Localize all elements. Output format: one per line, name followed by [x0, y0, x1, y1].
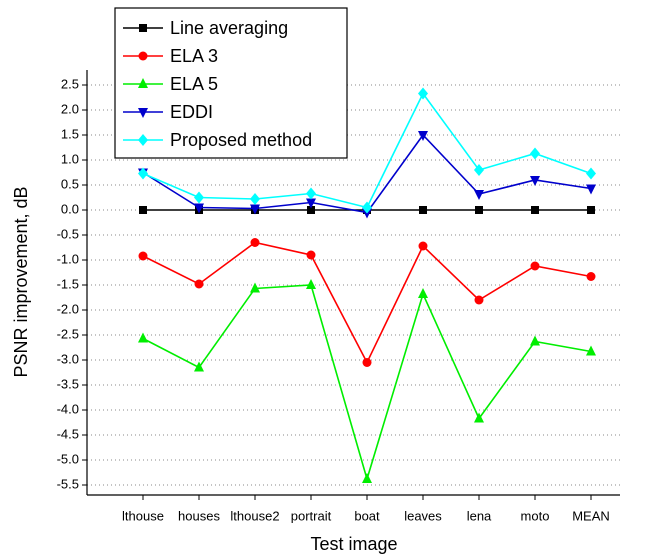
data-point [418, 288, 428, 298]
y-tick-label: -5.0 [57, 451, 79, 466]
data-point [138, 167, 148, 180]
legend-label: Line averaging [170, 18, 288, 38]
data-point [474, 295, 484, 305]
legend-label: Proposed method [170, 130, 312, 150]
data-point [530, 176, 540, 186]
y-tick-label: 0.0 [61, 201, 79, 216]
y-tick-label: -2.0 [57, 301, 79, 316]
y-tick-label: 1.0 [61, 151, 79, 166]
data-point [530, 261, 540, 271]
data-point [250, 204, 260, 215]
data-point [307, 206, 315, 214]
x-tick-label: MEAN [572, 508, 610, 523]
legend-marker [138, 134, 148, 146]
data-point [586, 345, 596, 356]
data-point [530, 147, 540, 160]
data-point [474, 164, 484, 176]
y-tick-label: -3.5 [57, 376, 79, 391]
y-tick-label: -0.5 [57, 226, 79, 241]
data-point [194, 279, 204, 289]
data-point [362, 473, 372, 483]
data-point [586, 184, 596, 195]
y-tick-label: -4.5 [57, 426, 79, 441]
x-tick-label: lthouse2 [230, 508, 279, 523]
y-tick-label: -1.5 [57, 276, 79, 291]
data-point [362, 358, 372, 367]
data-point [586, 167, 596, 180]
y-tick-label: -3.0 [57, 351, 79, 366]
data-point [250, 282, 260, 293]
data-point [362, 201, 372, 214]
legend-marker [139, 24, 147, 32]
x-tick-label: boat [354, 508, 380, 523]
legend-marker [138, 78, 148, 88]
data-point [138, 332, 148, 343]
data-point [194, 191, 204, 204]
data-point [418, 131, 428, 141]
data-point [419, 206, 427, 214]
data-point [194, 361, 204, 372]
data-point [418, 87, 428, 100]
data-point [530, 335, 540, 346]
series-line [142, 284, 592, 482]
data-point [475, 206, 483, 214]
legend-label: EDDI [170, 102, 213, 122]
legend-marker [138, 51, 148, 61]
x-tick-label: houses [178, 508, 220, 523]
x-tick-label: moto [521, 508, 550, 523]
data-point [474, 190, 484, 200]
x-tick-label: leaves [404, 508, 442, 523]
data-point [531, 206, 539, 214]
data-point [194, 203, 204, 214]
data-point [250, 193, 260, 205]
y-tick-label: -5.5 [57, 476, 79, 491]
legend-marker [138, 108, 148, 118]
data-point [138, 251, 148, 261]
data-point [586, 272, 596, 281]
data-point [587, 206, 595, 214]
y-tick-label: -2.5 [57, 326, 79, 341]
y-tick-label: -4.0 [57, 401, 79, 416]
y-tick-label: 2.5 [61, 76, 79, 91]
data-point [139, 206, 147, 214]
x-axis-title: Test image [310, 534, 397, 554]
legend-box [114, 7, 348, 159]
y-tick-label: -1.0 [57, 251, 79, 266]
data-point [418, 241, 428, 251]
data-point [474, 412, 484, 423]
x-tick-label: portrait [291, 508, 332, 523]
y-tick-label: 1.5 [61, 126, 79, 141]
data-point [306, 250, 316, 260]
data-point [306, 279, 316, 289]
y-tick-label: 0.5 [61, 176, 79, 191]
y-axis-title: PSNR improvement, dB [11, 186, 31, 377]
data-point [306, 198, 316, 209]
y-tick-label: 2.0 [61, 101, 79, 116]
x-tick-label: lena [467, 508, 492, 523]
legend-label: ELA 5 [170, 74, 218, 94]
data-point [306, 187, 316, 200]
legend-label: ELA 3 [170, 46, 218, 66]
x-tick-label: lthouse [122, 508, 164, 523]
data-point [250, 238, 260, 247]
